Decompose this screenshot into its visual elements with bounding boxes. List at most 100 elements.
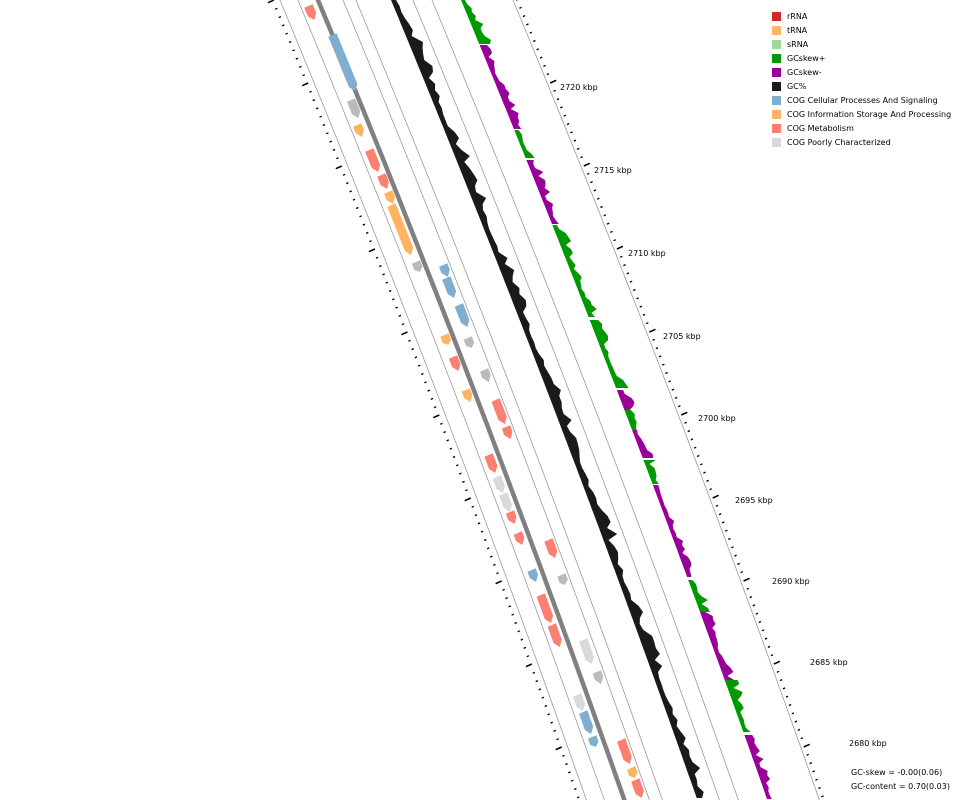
- gc-skew-segment: [461, 0, 491, 44]
- inner-tick: [420, 372, 424, 376]
- outer-tick: [684, 421, 687, 424]
- outer-tick: [773, 660, 781, 665]
- inner-tick: [576, 796, 580, 799]
- inner-tick: [278, 16, 282, 19]
- inner-tick: [555, 746, 563, 751]
- scale-label-2690: 2690 kbp: [772, 577, 810, 586]
- legend-item-rrna: rRNA: [772, 9, 951, 23]
- backbone-line: [315, 0, 627, 800]
- inner-tick: [489, 555, 493, 558]
- outer-tick: [728, 537, 731, 541]
- outer-tick: [532, 39, 536, 43]
- track-guide-line: [279, 0, 587, 800]
- gene-arrow: [454, 303, 470, 327]
- outer-tick: [767, 645, 771, 648]
- outer-tick: [649, 328, 656, 333]
- inner-tick: [342, 173, 346, 176]
- legend-swatch: [772, 81, 781, 91]
- outer-tick: [740, 571, 744, 574]
- inner-tick: [508, 605, 512, 608]
- inner-tick: [432, 414, 440, 419]
- gene-arrow: [491, 398, 507, 424]
- scale-label-2695: 2695 kbp: [735, 496, 773, 505]
- inner-tick: [288, 40, 292, 44]
- inner-tick: [562, 754, 565, 757]
- inner-tick: [464, 497, 472, 502]
- gene-arrow: [513, 531, 525, 545]
- inner-tick: [336, 157, 339, 160]
- inner-tick: [535, 680, 539, 683]
- gene-arrow: [617, 738, 632, 764]
- legend-item-cog-information: COG Information Storage And Processing: [772, 107, 951, 121]
- outer-tick: [613, 239, 617, 242]
- outer-tick: [788, 703, 792, 707]
- outer-tick: [709, 488, 713, 491]
- legend-item-cog-poorly: COG Poorly Characterized: [772, 135, 951, 149]
- outer-tick: [764, 637, 768, 640]
- gene-arrow: [448, 355, 461, 371]
- track-guide-line: [355, 0, 663, 800]
- outer-tick: [616, 245, 624, 250]
- gene-arrow: [501, 425, 513, 439]
- outer-tick: [690, 438, 694, 441]
- outer-tick: [721, 521, 725, 524]
- outer-tick: [566, 122, 570, 126]
- inner-tick: [395, 306, 398, 309]
- inner-tick: [325, 132, 329, 135]
- genome-backbone: [315, 0, 627, 800]
- inner-tick: [495, 580, 502, 585]
- outer-tick: [706, 479, 709, 482]
- outer-tick: [536, 48, 540, 51]
- scale-labels: 2720 kbp 2715 kbp 2710 kbp 2705 kbp 2700…: [560, 83, 887, 748]
- outer-tick: [526, 23, 529, 26]
- gc-skew-segment: [632, 430, 653, 458]
- gene-arrow: [387, 203, 414, 255]
- legend-item-gcskew-neg: GCskew-: [772, 65, 951, 79]
- gene-arrow: [579, 710, 594, 734]
- outer-tick: [576, 147, 580, 150]
- outer-tick: [570, 131, 573, 134]
- outer-tick: [752, 604, 756, 607]
- inner-tick: [455, 464, 459, 467]
- gene-arrow: [631, 778, 644, 798]
- outer-tick: [590, 181, 593, 184]
- inner-tick: [458, 472, 462, 475]
- scale-label-2700: 2700 kbp: [698, 414, 736, 423]
- outer-tick: [642, 313, 646, 316]
- gc-skew-stat: GC-skew = -0.00(0.06): [851, 768, 943, 777]
- inner-tick: [295, 57, 299, 60]
- inner-tick: [411, 348, 415, 351]
- legend-swatch: [772, 137, 781, 147]
- outer-tick: [803, 743, 811, 748]
- inner-tick: [449, 447, 453, 450]
- scale-label-2685: 2685 kbp: [810, 658, 848, 667]
- inner-tick: [368, 248, 376, 253]
- inner-tick: [520, 638, 524, 641]
- outer-tick: [812, 770, 815, 773]
- gene-arrow: [347, 98, 361, 118]
- inner-tick: [414, 356, 418, 359]
- inner-tick: [385, 281, 389, 284]
- track-guide-line: [512, 0, 820, 800]
- outer-tick: [806, 753, 810, 756]
- outer-tick: [629, 280, 633, 283]
- outer-tick: [580, 156, 583, 159]
- outer-tick: [539, 56, 543, 59]
- outer-tick: [546, 73, 550, 76]
- gene-arrow: [377, 173, 389, 189]
- outer-tick: [680, 411, 688, 416]
- inner-tick: [369, 240, 372, 243]
- inner-tick: [452, 455, 456, 459]
- gene-arrow: [547, 623, 562, 647]
- inner-tick: [424, 381, 427, 384]
- gc-skew-segment: [744, 735, 772, 799]
- outer-tick: [815, 778, 818, 781]
- inner-tick: [477, 522, 481, 525]
- outer-tick: [553, 89, 557, 92]
- inner-tick: [480, 530, 484, 533]
- gc-content-stat: GC-content = 0.70(0.03): [851, 782, 950, 791]
- inner-tick: [465, 489, 468, 492]
- outer-tick: [645, 322, 649, 325]
- inner-tick: [352, 198, 356, 201]
- gene-arrow: [439, 263, 450, 277]
